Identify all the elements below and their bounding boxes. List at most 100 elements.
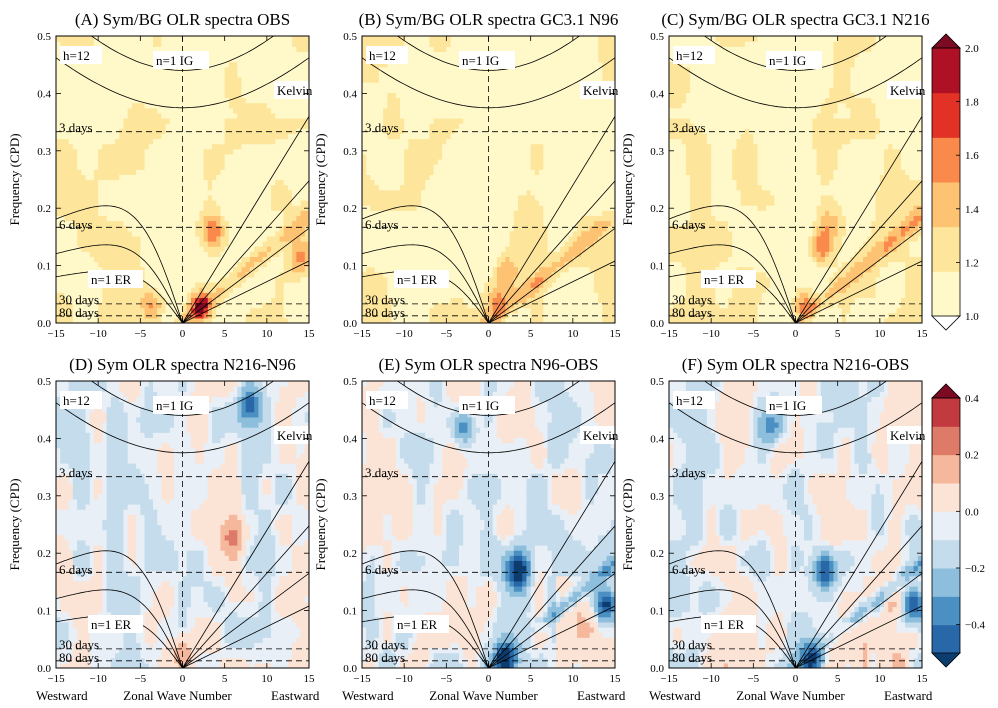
heatmap-cell [233,71,238,78]
heatmap-cell [165,46,171,52]
heatmap-cell [271,184,276,191]
heatmap-cell [395,235,401,242]
heatmap-cell [304,225,309,232]
heatmap-cell [442,97,447,104]
heatmap-cell [123,51,129,58]
heatmap-cell [212,210,217,216]
heatmap-cell [220,317,226,323]
heatmap-cell [140,138,146,145]
heatmap-cell [378,133,384,140]
heatmap-cell [387,220,393,227]
heatmap-cell [212,174,217,181]
heatmap-cell [471,235,477,242]
heatmap-cell [106,82,112,88]
heatmap-cell [152,307,158,314]
heatmap-cell [169,97,175,104]
heatmap-cell [245,302,251,309]
heatmap-cell [370,307,376,314]
heatmap-cell [287,51,293,58]
heatmap-cell [169,282,175,288]
heatmap-cell [446,107,452,114]
heatmap-cell [136,61,141,68]
heatmap-cell [190,159,196,165]
heatmap-cell [207,71,213,78]
heatmap-cell [68,292,74,298]
heatmap-cell [169,241,175,247]
heatmap-cell [450,66,456,73]
heatmap-cell [148,164,154,170]
heatmap-cell [68,256,74,263]
heatmap-cell [212,71,217,78]
heatmap-cell [292,102,297,109]
heatmap-cell [224,215,230,222]
heatmap-cell [207,133,213,140]
heatmap-cell [115,56,120,63]
heatmap-cell [412,174,418,181]
heatmap-cell [85,128,91,134]
heatmap-cell [195,143,200,150]
heatmap-cell [429,256,435,263]
heatmap-cell [279,159,285,165]
heatmap-cell [467,230,473,237]
heatmap-cell [165,41,171,47]
heatmap-cell [245,153,251,160]
heatmap-cell [450,138,456,145]
heatmap-cell [391,317,397,323]
heatmap-cell [195,118,200,124]
heatmap-cell [127,133,133,140]
heatmap-cell [228,112,234,119]
heatmap-cell [98,148,103,155]
heatmap-cell [199,97,205,104]
heatmap-cell [64,102,70,109]
heatmap-cell [56,297,61,304]
heatmap-cell [199,230,205,237]
heatmap-cell [89,133,95,140]
heatmap-cell [89,220,95,227]
heatmap-cell [186,102,192,109]
heatmap-cell [72,66,78,73]
heatmap-cell [199,169,205,175]
heatmap-cell [203,292,209,298]
heatmap-cell [408,82,414,88]
heatmap-cell [433,241,439,247]
heatmap-cell [262,56,268,63]
heatmap-cell [165,174,171,181]
heatmap-cell [152,317,158,323]
heatmap-cell [123,71,129,78]
heatmap-cell [366,169,372,175]
heatmap-cell [77,169,82,175]
heatmap-cell [249,194,255,201]
heatmap-cell [254,61,259,68]
heatmap-cell [249,51,255,58]
heatmap-cell [106,189,112,196]
heatmap-cell [60,128,66,134]
heatmap-cell [186,133,192,140]
heatmap-cell [275,282,281,288]
heatmap-cell [287,61,293,68]
heatmap-cell [374,179,380,186]
heatmap-cell [228,205,234,211]
heatmap-cell [237,174,243,181]
heatmap-cell [446,128,452,134]
heatmap-cell [454,92,460,99]
heatmap-cell [245,317,251,323]
heatmap-cell [182,102,188,109]
heatmap-cell [271,148,276,155]
heatmap-cell [241,148,247,155]
heatmap-cell [370,123,376,129]
heatmap-cell [237,287,243,293]
heatmap-cell [296,71,302,78]
heatmap-cell [429,189,435,196]
heatmap-cell [437,210,443,216]
heatmap-cell [254,230,259,237]
heatmap-cell [266,184,272,191]
heatmap-cell [68,266,74,273]
heatmap-cell [216,143,222,150]
heatmap-cell [241,97,247,104]
heatmap-cell [266,51,272,58]
heatmap-cell [216,46,222,52]
heatmap-cell [258,210,264,216]
heatmap-cell [241,215,247,222]
heatmap-cell [296,123,302,129]
heatmap-cell [249,225,255,232]
